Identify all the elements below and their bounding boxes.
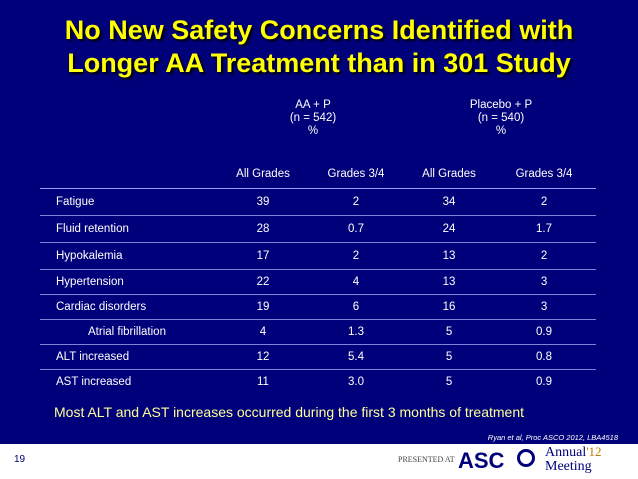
group-header-placebo-p: Placebo + P (n = 540) % — [406, 97, 596, 159]
empty-subheader-cell — [40, 159, 220, 189]
table-cell: 24 — [406, 215, 493, 243]
table-cell: 0.7 — [306, 215, 407, 243]
table-cell: 0.8 — [492, 344, 597, 370]
subheader-placebo-grades-3-4: Grades 3/4 — [492, 159, 597, 189]
table-row: AST increased 11 3.0 5 0.9 — [40, 369, 597, 394]
table-cell: 2 — [306, 242, 407, 270]
asco-logo-circle-icon — [517, 449, 535, 467]
table-cell: 0.9 — [492, 319, 597, 345]
table-cell: 2 — [492, 242, 597, 270]
row-label: Fluid retention — [40, 215, 220, 243]
table-row: Hypertension 22 4 13 3 — [40, 269, 597, 295]
row-label: Fatigue — [40, 188, 220, 216]
table-cell: 3 — [492, 294, 597, 320]
adverse-events-table-container: AA + P (n = 542) % Placebo + P (n = 540)… — [40, 97, 597, 394]
group2-line2: (n = 540) — [477, 112, 525, 124]
table-row: Fluid retention 28 0.7 24 1.7 — [40, 215, 597, 243]
group1-line3: % — [307, 125, 319, 137]
row-label: Atrial fibrillation — [40, 319, 220, 345]
table-cell: 5 — [406, 344, 493, 370]
slide-number: 19 — [14, 454, 26, 465]
table-row: Atrial fibrillation 4 1.3 5 0.9 — [40, 319, 597, 345]
row-label: ALT increased — [40, 344, 220, 370]
subheader-aa-grades-3-4: Grades 3/4 — [306, 159, 407, 189]
citation: Ryan et al, Proc ASCO 2012, LBA4518 — [487, 433, 618, 442]
adverse-events-table: AA + P (n = 542) % Placebo + P (n = 540)… — [40, 97, 597, 394]
table-cell: 5.4 — [306, 344, 407, 370]
group2-line3: % — [495, 125, 507, 137]
table-cell: 17 — [220, 242, 306, 270]
table-cell: 22 — [220, 269, 306, 295]
title-line-2: Longer AA Treatment than in 301 Study — [67, 48, 571, 78]
table-cell: 13 — [406, 242, 493, 270]
table-cell: 4 — [220, 319, 306, 345]
logo-year-text: '12 — [586, 444, 602, 459]
group2-line1: Placebo + P — [469, 99, 533, 111]
table-row: Hypokalemia 17 2 13 2 — [40, 242, 597, 270]
table-row: ALT increased 12 5.4 5 0.8 — [40, 344, 597, 370]
subheader-aa-all-grades: All Grades — [220, 159, 306, 189]
group-header-aa-p: AA + P (n = 542) % — [220, 97, 406, 159]
table-cell: 5 — [406, 369, 493, 394]
row-label: AST increased — [40, 369, 220, 394]
table-cell: 2 — [306, 188, 407, 216]
row-label: Hypertension — [40, 269, 220, 295]
asco-logo: ASC — [458, 448, 505, 473]
table-cell: 39 — [220, 188, 306, 216]
table-cell: 19 — [220, 294, 306, 320]
logo-meeting-text: Meeting — [545, 459, 592, 474]
table-cell: 3 — [492, 269, 597, 295]
table-cell: 1.3 — [306, 319, 407, 345]
table-row: Fatigue 39 2 34 2 — [40, 188, 597, 216]
footnote: Most ALT and AST increases occurred duri… — [54, 404, 525, 420]
logo-annual-text: Annual — [545, 445, 587, 460]
table-cell: 3.0 — [306, 369, 407, 394]
annual-meeting-logo: Annual'12 Meeting — [545, 445, 602, 474]
table-cell: 34 — [406, 188, 493, 216]
table-cell: 11 — [220, 369, 306, 394]
title-line-1: No New Safety Concerns Identified with — [64, 15, 574, 45]
row-label: Cardiac disorders — [40, 294, 220, 320]
table-cell: 0.9 — [492, 369, 597, 394]
table-cell: 16 — [406, 294, 493, 320]
group1-line2: (n = 542) — [289, 112, 337, 124]
presented-at-label: PRESENTED AT — [398, 455, 455, 464]
table-cell: 6 — [306, 294, 407, 320]
table-cell: 12 — [220, 344, 306, 370]
group1-line1: AA + P — [295, 99, 331, 111]
table-cell: 28 — [220, 215, 306, 243]
table-row: Cardiac disorders 19 6 16 3 — [40, 294, 597, 320]
slide-title: No New Safety Concerns Identified with L… — [0, 14, 638, 80]
empty-header-cell — [40, 97, 220, 159]
subheader-placebo-all-grades: All Grades — [406, 159, 493, 189]
table-cell: 2 — [492, 188, 597, 216]
row-label: Hypokalemia — [40, 242, 220, 270]
table-cell: 13 — [406, 269, 493, 295]
footer-bar: 19 PRESENTED AT ASC Annual'12 Meeting — [0, 444, 638, 479]
table-cell: 1.7 — [492, 215, 597, 243]
table-cell: 5 — [406, 319, 493, 345]
table-cell: 4 — [306, 269, 407, 295]
